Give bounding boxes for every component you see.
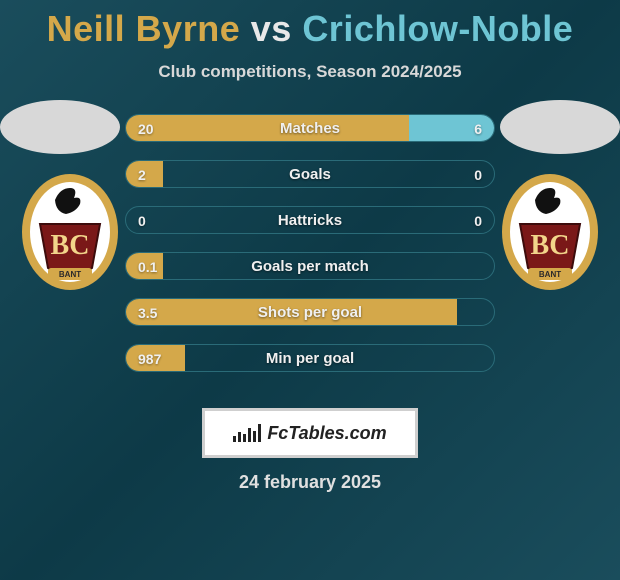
stat-label: Matches: [126, 115, 494, 141]
player2-avatar-placeholder: [500, 100, 620, 154]
stat-label: Min per goal: [126, 345, 494, 371]
subtitle: Club competitions, Season 2024/2025: [0, 62, 620, 82]
stat-row: 206Matches: [125, 114, 495, 142]
stat-label: Shots per goal: [126, 299, 494, 325]
player2-name: Crichlow-Noble: [302, 8, 573, 49]
stat-row: 0.1Goals per match: [125, 252, 495, 280]
svg-text:BANT: BANT: [539, 270, 561, 279]
bars-icon: [233, 424, 261, 442]
source-badge: FcTables.com: [202, 408, 418, 458]
source-text: FcTables.com: [267, 423, 386, 444]
player1-name: Neill Byrne: [47, 8, 241, 49]
stat-label: Hattricks: [126, 207, 494, 233]
vs-text: vs: [251, 8, 292, 49]
badge-text-top: BC: [51, 230, 90, 261]
badge-text-bottom: BANT: [59, 270, 81, 279]
svg-text:BC: BC: [531, 230, 570, 261]
player1-avatar-placeholder: [0, 100, 120, 154]
stat-label: Goals: [126, 161, 494, 187]
stat-row: 20Goals: [125, 160, 495, 188]
player2-club-badge: BC BANT: [500, 172, 600, 292]
stat-label: Goals per match: [126, 253, 494, 279]
main-panel: BC BANT BC BANT 206Matches 20Goals 00Hattr…: [0, 100, 620, 400]
date-text: 24 february 2025: [0, 472, 620, 493]
stats-container: 206Matches 20Goals 00Hattricks 0.1Goals per…: [125, 100, 495, 372]
player1-club-badge: BC BANT: [20, 172, 120, 292]
stat-row: 3.5Shots per goal: [125, 298, 495, 326]
stat-row: 987Min per goal: [125, 344, 495, 372]
stat-row: 00Hattricks: [125, 206, 495, 234]
comparison-title: Neill Byrne vs Crichlow-Noble: [0, 0, 620, 50]
